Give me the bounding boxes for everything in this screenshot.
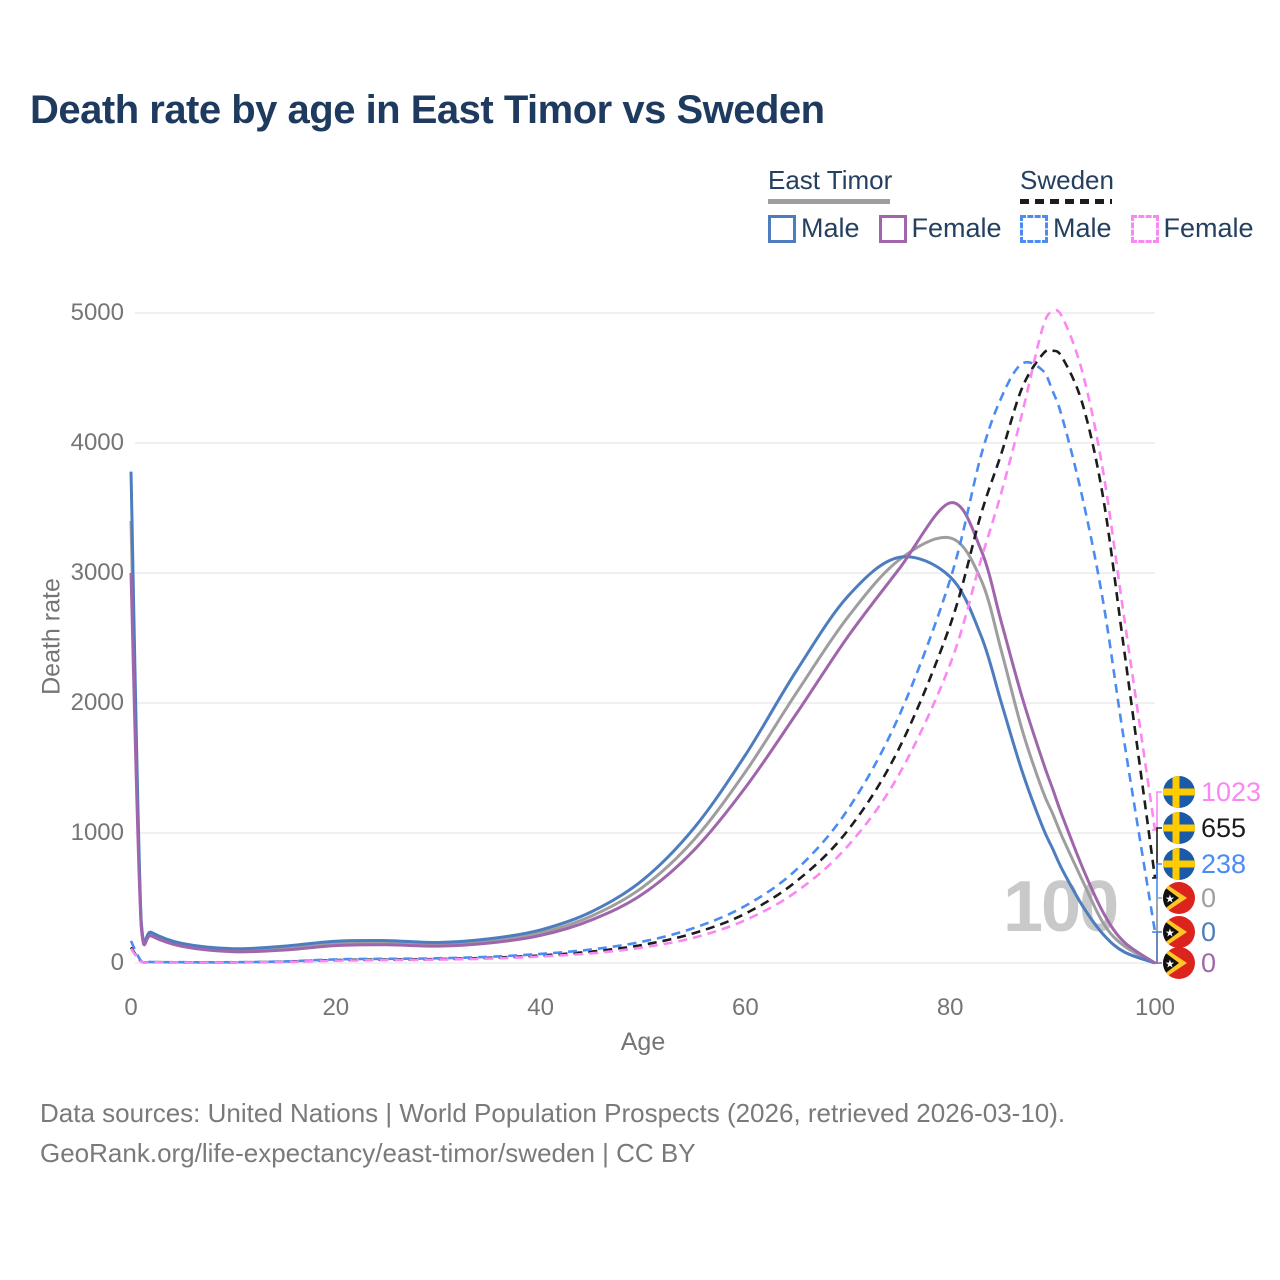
annotation-row-east-timor-female: ★ 0 — [1163, 947, 1216, 979]
end-value-label: 238 — [1201, 848, 1247, 879]
page-title: Death rate by age in East Timor vs Swede… — [30, 88, 825, 132]
y-tick-label: 0 — [110, 949, 124, 976]
legend-group-east-timor: East Timor Male Female — [768, 165, 1002, 244]
east-timor-flag-icon: ★ — [1163, 916, 1195, 948]
svg-text:★: ★ — [1165, 928, 1175, 940]
east-timor-flag-icon: ★ — [1163, 882, 1195, 914]
x-tick-label: 40 — [527, 994, 554, 1021]
y-tick-label: 4000 — [70, 429, 124, 456]
series-line-sweden-all[interactable] — [129, 348, 1157, 964]
attribution-link[interactable]: GeoRank.org/life-expectancy/east-timor/s… — [40, 1138, 696, 1168]
leader-line — [1152, 827, 1162, 879]
sweden-flag-icon — [1163, 848, 1195, 880]
annotation-row-sweden-male: 238 — [1163, 848, 1246, 880]
series-line-sweden-male[interactable] — [129, 360, 1157, 964]
east-timor-flag-icon: ★ — [1163, 947, 1195, 979]
sweden-line-style-swatch — [1020, 199, 1112, 204]
legend-item-sweden-female[interactable]: Female — [1130, 213, 1254, 244]
east-timor-female-swatch — [878, 214, 907, 243]
x-tick-label: 20 — [322, 994, 350, 1021]
y-tick-label: 2000 — [70, 689, 124, 716]
legend-header-east-timor[interactable]: East Timor — [768, 165, 893, 195]
annotation-row-sweden-all: 655 — [1163, 812, 1246, 844]
sweden-flag-icon — [1163, 812, 1195, 844]
end-value-label: 1023 — [1201, 776, 1262, 807]
plot-area[interactable] — [131, 313, 1155, 963]
end-value-label: 655 — [1201, 812, 1247, 843]
east-timor-line-style-swatch — [768, 199, 890, 204]
legend-group-sweden: Sweden Male Female — [1020, 165, 1254, 244]
legend-item-east-timor-male[interactable]: Male — [768, 213, 860, 244]
y-tick-label: 3000 — [70, 559, 124, 586]
leader-line — [1152, 791, 1162, 831]
series-line-sweden-female[interactable] — [129, 308, 1157, 964]
annotation-row-east-timor-all: ★ 0 — [1163, 882, 1216, 914]
series-line-east-timor-female[interactable] — [129, 501, 1156, 965]
x-tick-label: 0 — [124, 994, 138, 1021]
data-sources-text: Data sources: United Nations | World Pop… — [40, 1098, 1066, 1128]
legend-item-sweden-male[interactable]: Male — [1020, 213, 1112, 244]
x-tick-label: 60 — [732, 994, 759, 1021]
east-timor-male-swatch — [768, 214, 796, 243]
legend-label: Male — [801, 213, 860, 243]
end-value-label: 0 — [1201, 882, 1217, 913]
end-value-label: 0 — [1201, 947, 1217, 978]
svg-text:★: ★ — [1165, 959, 1175, 971]
end-value-label: 0 — [1201, 916, 1217, 947]
y-tick-label: 1000 — [70, 819, 124, 846]
legend-header-sweden[interactable]: Sweden — [1020, 165, 1114, 195]
x-tick-label: 80 — [936, 994, 964, 1021]
legend-item-east-timor-female[interactable]: Female — [878, 213, 1002, 244]
sweden-flag-icon — [1163, 776, 1195, 808]
sweden-female-swatch — [1130, 214, 1159, 243]
sweden-male-swatch — [1020, 214, 1048, 243]
annotation-row-sweden-female: 1023 — [1163, 776, 1261, 808]
x-tick-label: 100 — [1134, 994, 1176, 1021]
svg-text:★: ★ — [1165, 894, 1175, 906]
y-tick-label: 5000 — [70, 299, 124, 326]
annotation-row-east-timor-male: ★ 0 — [1163, 916, 1216, 948]
legend-label: Female — [1163, 213, 1254, 243]
x-axis-title: Age — [620, 1028, 666, 1056]
legend-label: Male — [1053, 213, 1112, 243]
series-line-east-timor-male[interactable] — [129, 471, 1156, 965]
legend-label: Female — [911, 213, 1002, 243]
